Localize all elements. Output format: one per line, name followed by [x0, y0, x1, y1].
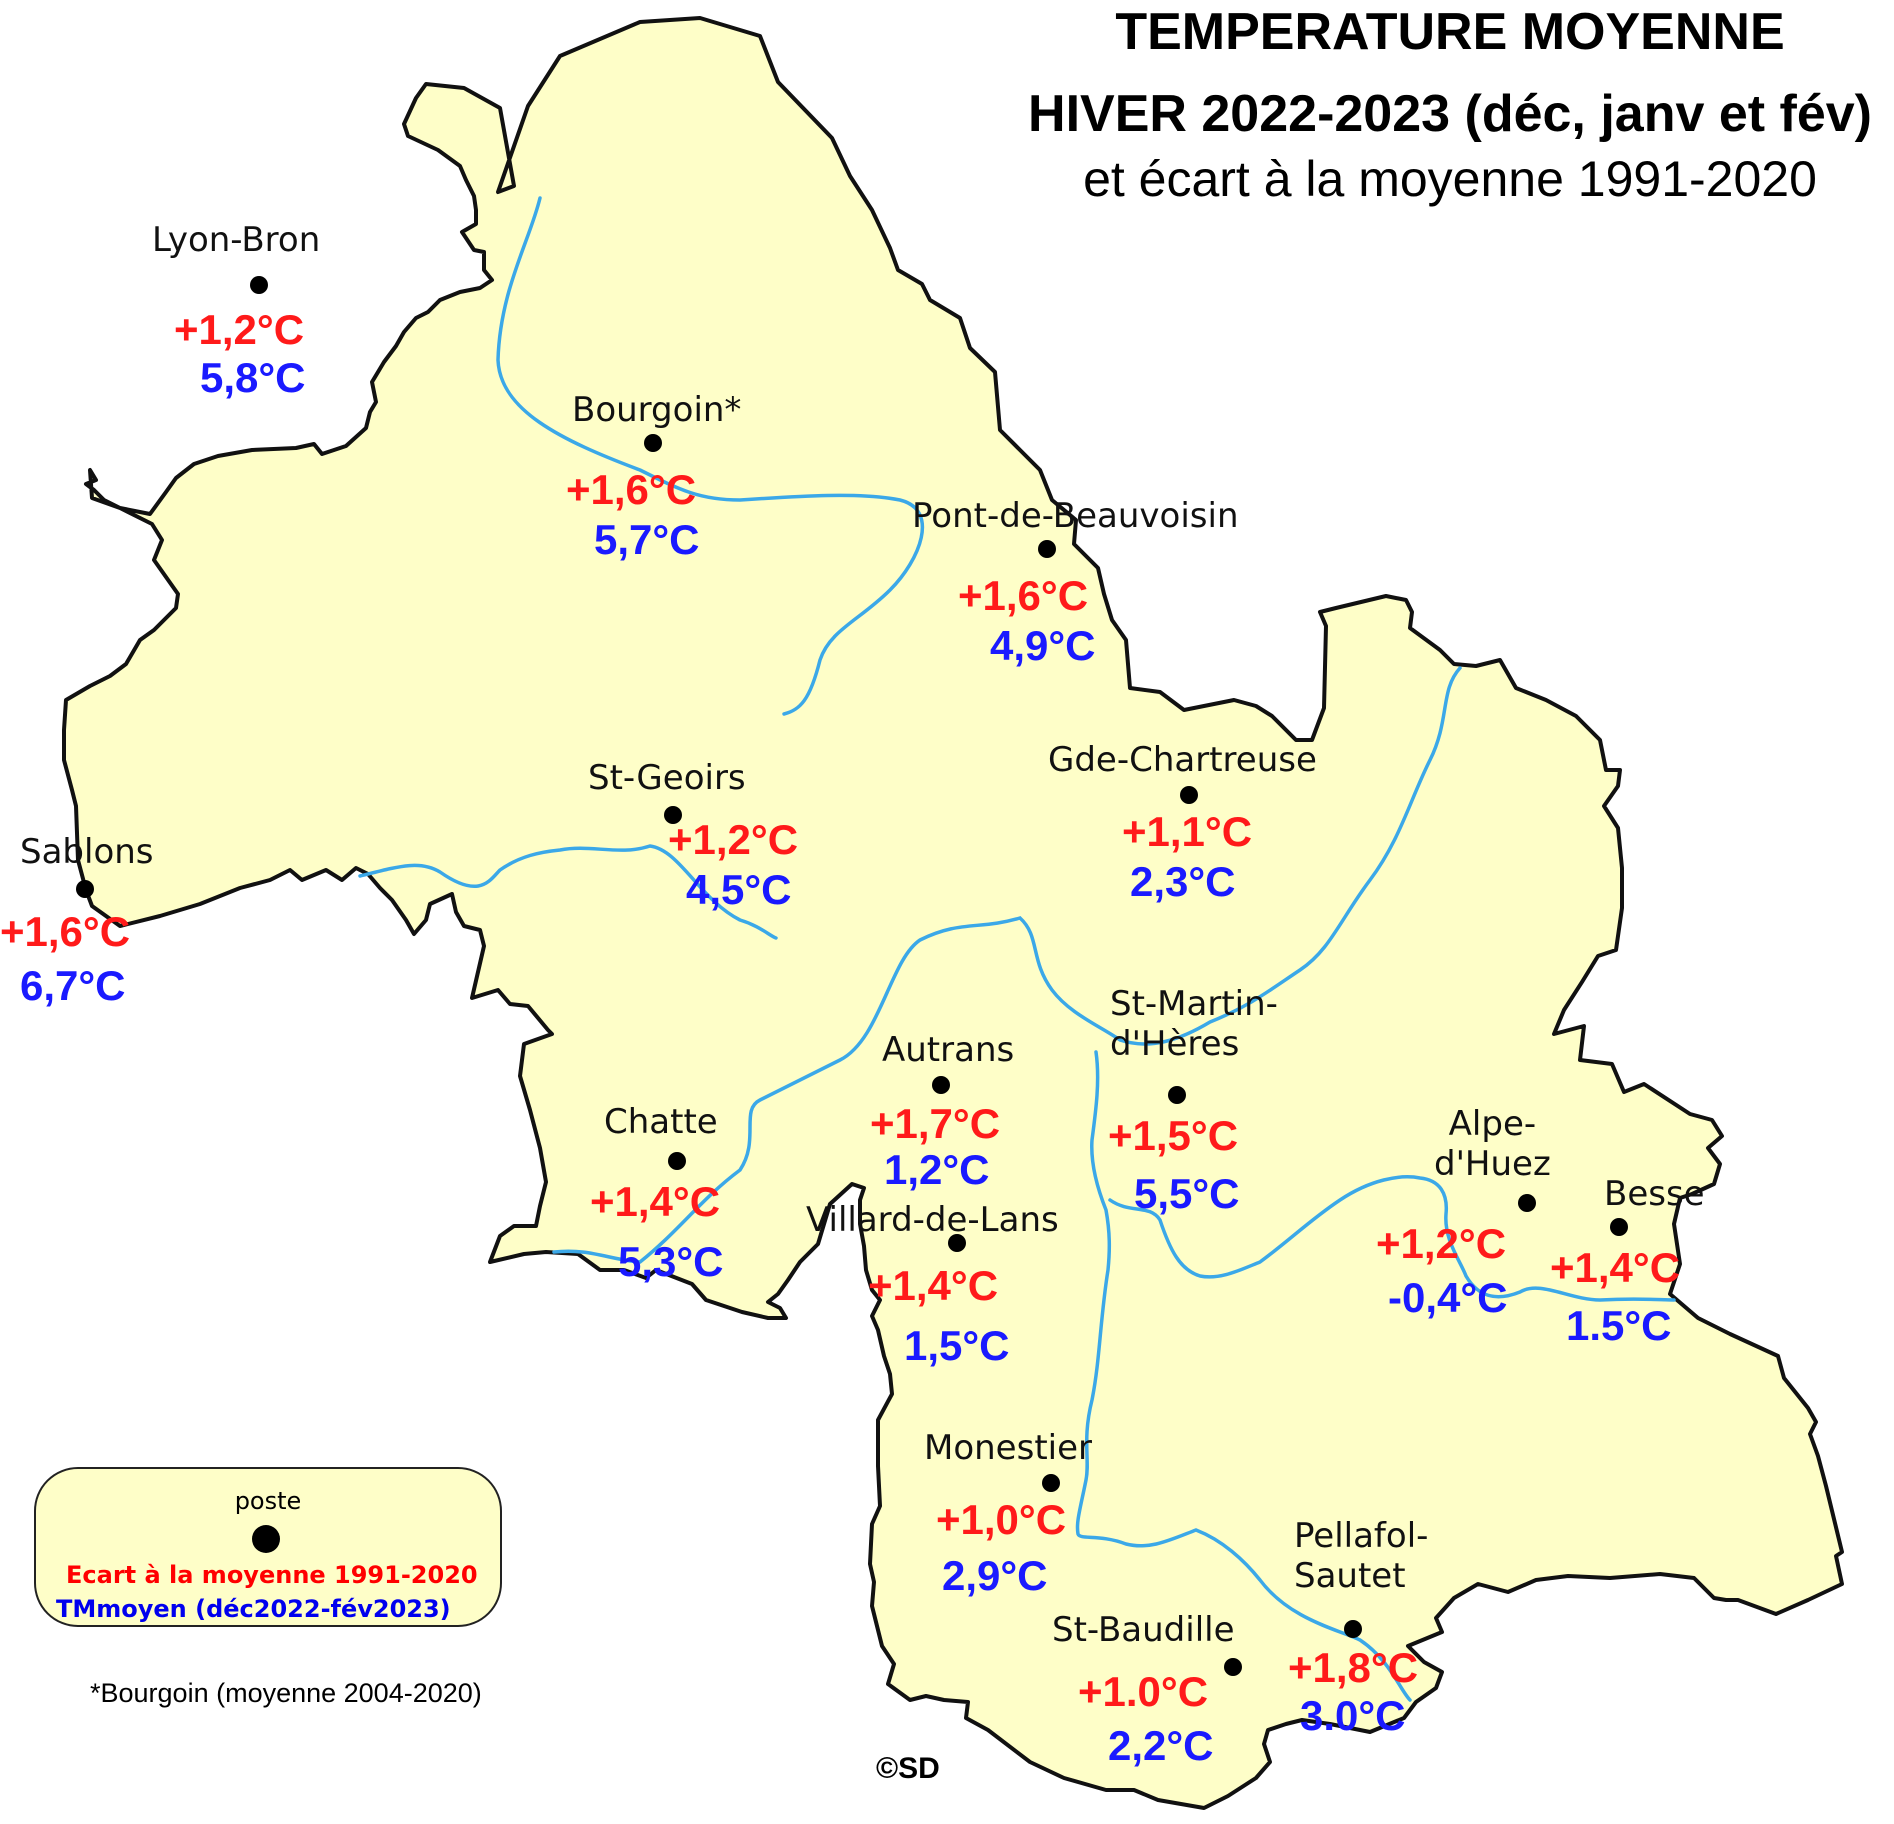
station-anomaly: +1,4°C	[1550, 1244, 1681, 1291]
station-anomaly: +1,4°C	[590, 1178, 721, 1225]
station-mean: 1,5°C	[904, 1322, 1010, 1369]
station-dot	[1518, 1194, 1536, 1212]
map-title-line2: HIVER 2022-2023 (déc, janv et fév)	[1028, 85, 1872, 143]
station-dot	[664, 806, 682, 824]
station-name: Autrans	[882, 1030, 1015, 1070]
footnote: *Bourgoin (moyenne 2004-2020)	[90, 1678, 482, 1708]
station-dot	[668, 1152, 686, 1170]
station-mean: 5,7°C	[594, 516, 700, 563]
station-anomaly: +1,6°C	[0, 908, 131, 955]
rivers	[358, 196, 1676, 1702]
station-anomaly: +1,5°C	[1108, 1112, 1239, 1159]
station-name: Monestier	[924, 1428, 1092, 1468]
station-name: Pont-de-Beauvoisin	[912, 496, 1239, 536]
station-mean: 5,8°C	[200, 354, 306, 401]
station-dot	[644, 434, 662, 452]
station-anomaly: +1,1°C	[1122, 808, 1253, 855]
station-anomaly: +1,4°C	[868, 1262, 999, 1309]
station-dot	[1344, 1620, 1362, 1638]
legend-dot-icon	[252, 1525, 280, 1553]
station-mean: 6,7°C	[20, 962, 126, 1009]
station-anomaly: +1,6°C	[566, 466, 697, 513]
station-name: Lyon-Bron	[152, 220, 321, 260]
station-mean: 4,5°C	[686, 866, 792, 913]
station-name: Gde-Chartreuse	[1048, 740, 1317, 780]
station-dot	[1042, 1474, 1060, 1492]
station-mean: 5,3°C	[618, 1238, 724, 1285]
river-rhone	[496, 196, 925, 716]
legend-anomaly-label: Ecart à la moyenne 1991-2020	[66, 1561, 478, 1589]
station-anomaly: +1.0°C	[1078, 1668, 1209, 1715]
river-isere	[552, 666, 1462, 1264]
station-mean: 4,9°C	[990, 622, 1096, 669]
station-dot	[932, 1076, 950, 1094]
station-anomaly: +1,6°C	[958, 572, 1089, 619]
legend-poste-label: poste	[234, 1487, 302, 1515]
legend-mean-label: TMmoyen (déc2022-fév2023)	[56, 1595, 451, 1623]
station-dot	[76, 880, 94, 898]
map-title-line3: et écart à la moyenne 1991-2020	[1083, 151, 1817, 207]
station-dot	[1038, 540, 1056, 558]
station-anomaly: +1,2°C	[668, 816, 799, 863]
station-name: St-Geoirs	[588, 758, 746, 798]
station-mean: 2,3°C	[1130, 858, 1236, 905]
station-dot	[1180, 786, 1198, 804]
river-bourbre	[358, 844, 778, 940]
station-dot	[1610, 1218, 1628, 1236]
station-mean: 1,2°C	[884, 1146, 990, 1193]
station-anomaly: +1,7°C	[870, 1100, 1001, 1147]
station-name: Bourgoin*	[572, 390, 742, 430]
station-mean: 5,5°C	[1134, 1170, 1240, 1217]
station-name: Alpe- d'Huez	[1434, 1104, 1551, 1184]
station-mean: 1.5°C	[1566, 1302, 1672, 1349]
station-anomaly: +1,2°C	[174, 306, 305, 353]
station-name: Chatte	[604, 1102, 718, 1142]
station-name: Sablons	[20, 832, 154, 872]
station-dot	[250, 276, 268, 294]
station-mean: 2,2°C	[1108, 1722, 1214, 1769]
station-name: Villard-de-Lans	[806, 1200, 1059, 1240]
copyright: ©SD	[876, 1752, 940, 1785]
map-legend: poste Ecart à la moyenne 1991-2020 TMmoy…	[34, 1467, 502, 1627]
station-dot	[1224, 1658, 1242, 1676]
station-name: Besse	[1604, 1174, 1705, 1214]
map-title-line1: TEMPERATURE MOYENNE	[1115, 3, 1785, 61]
river-drac	[1075, 1050, 1412, 1702]
station-name: St-Martin- d'Hères	[1110, 984, 1278, 1064]
station-dot	[1168, 1086, 1186, 1104]
station-name: St-Baudille	[1052, 1610, 1235, 1650]
station-anomaly: +1,8°C	[1288, 1644, 1419, 1691]
station-dot	[948, 1234, 966, 1252]
station-name: Pellafol- Sautet	[1294, 1516, 1429, 1596]
department-outline	[62, 16, 1844, 1810]
station-mean: 2,9°C	[942, 1552, 1048, 1599]
station-mean: -0,4°C	[1388, 1274, 1508, 1321]
station-anomaly: +1,0°C	[936, 1496, 1067, 1543]
station-mean: 3.0°C	[1300, 1692, 1406, 1739]
station-anomaly: +1,2°C	[1376, 1220, 1507, 1267]
river-romanche	[1108, 1175, 1676, 1302]
